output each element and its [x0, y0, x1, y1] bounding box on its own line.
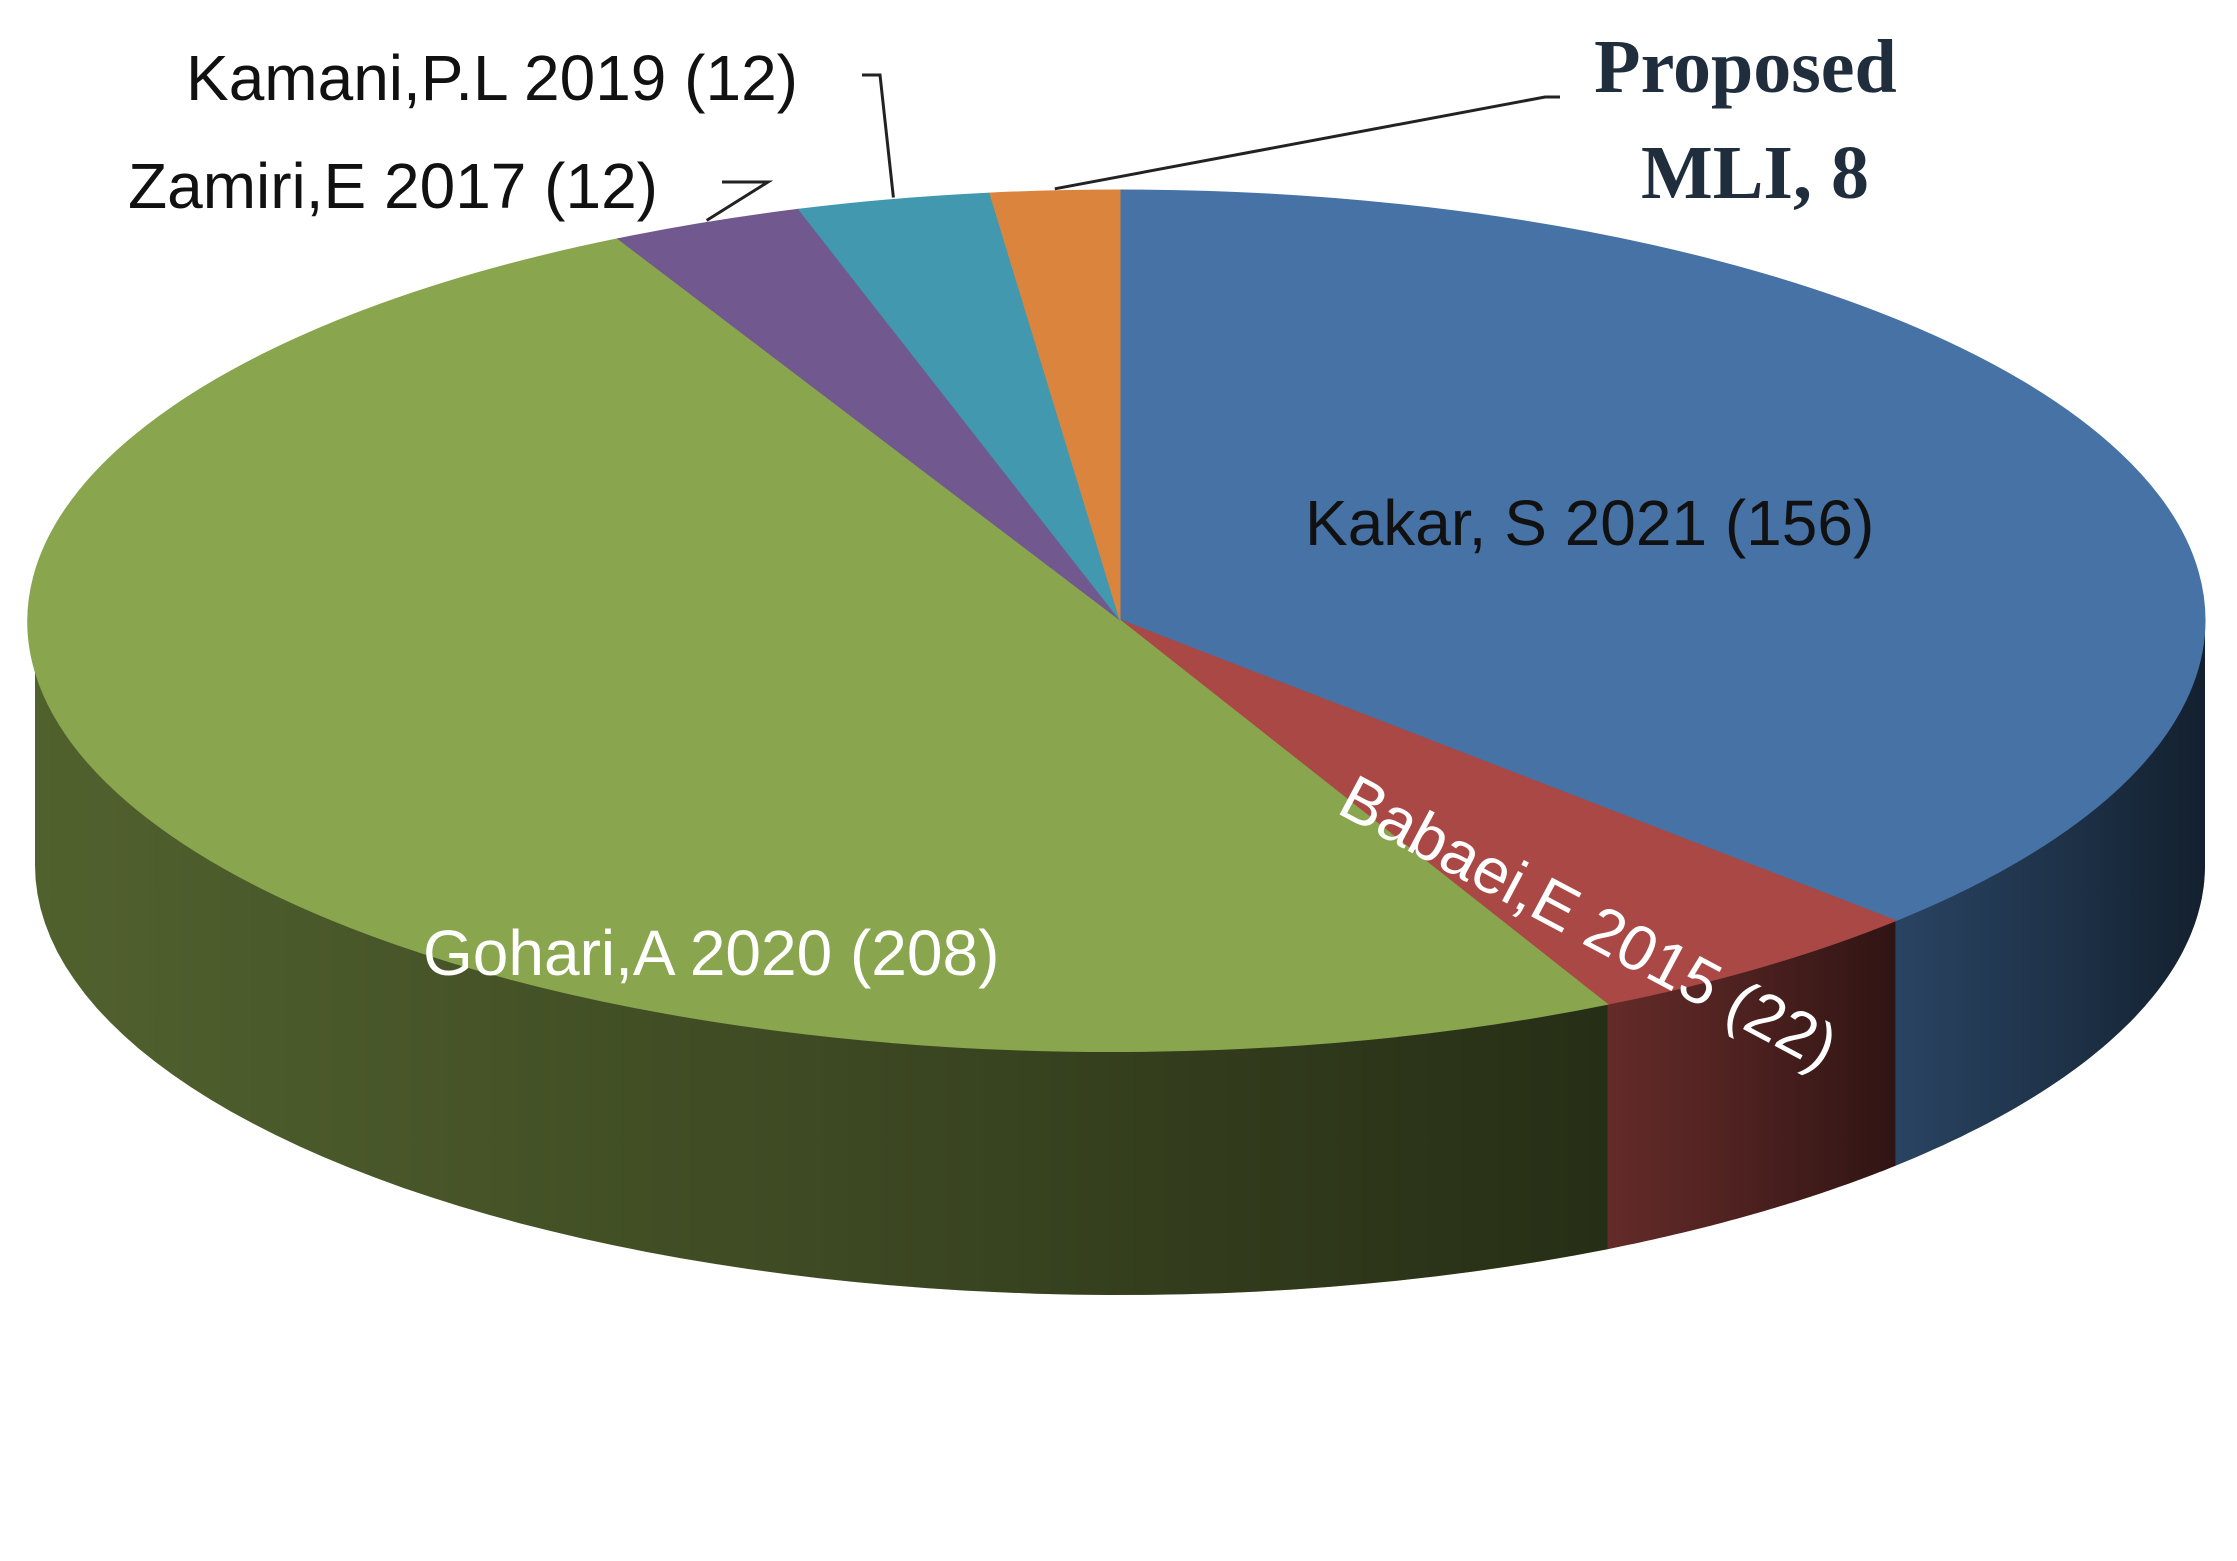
slice-label-proposed: Proposed MLI, 8	[1594, 25, 1916, 215]
slice-babaei-e-2015-22	[1119, 619, 1898, 1005]
slice-label-kamani: Kamani,P.L 2019 (12)	[186, 42, 798, 114]
slice-label-proposed-line1: Proposed	[1594, 25, 1897, 109]
slice-label-zamiri: Zamiri,E 2017 (12)	[128, 150, 658, 222]
slice-label-kakar: Kakar, S 2021 (156)	[1305, 487, 1874, 559]
leader-line-kamani-p-l-2019-12	[862, 73, 895, 198]
slice-label-gohari: Gohari,A 2020 (208)	[423, 917, 999, 989]
slice-proposed-mli-8	[989, 189, 1121, 621]
slice-gohari-a-2020-208	[27, 238, 1609, 1053]
side-wall-shade-babaei-e-2015-22	[1607, 920, 1896, 1250]
leader-line-proposed-mli-8	[1054, 95, 1560, 191]
leader-line-zamiri-e-2017-12	[705, 180, 774, 222]
pie-top-faces	[27, 189, 2206, 1053]
side-wall-shade-kakar-s-2021-156	[1895, 620, 2205, 1166]
leader-lines	[705, 73, 1560, 222]
slice-label-proposed-line2: MLI, 8	[1641, 131, 1869, 215]
slice-kakar-s-2021-156	[1119, 189, 2206, 922]
side-wall-shade-gohari-a-2020-208	[35, 620, 1608, 1295]
pie-side-walls	[35, 620, 2205, 1295]
